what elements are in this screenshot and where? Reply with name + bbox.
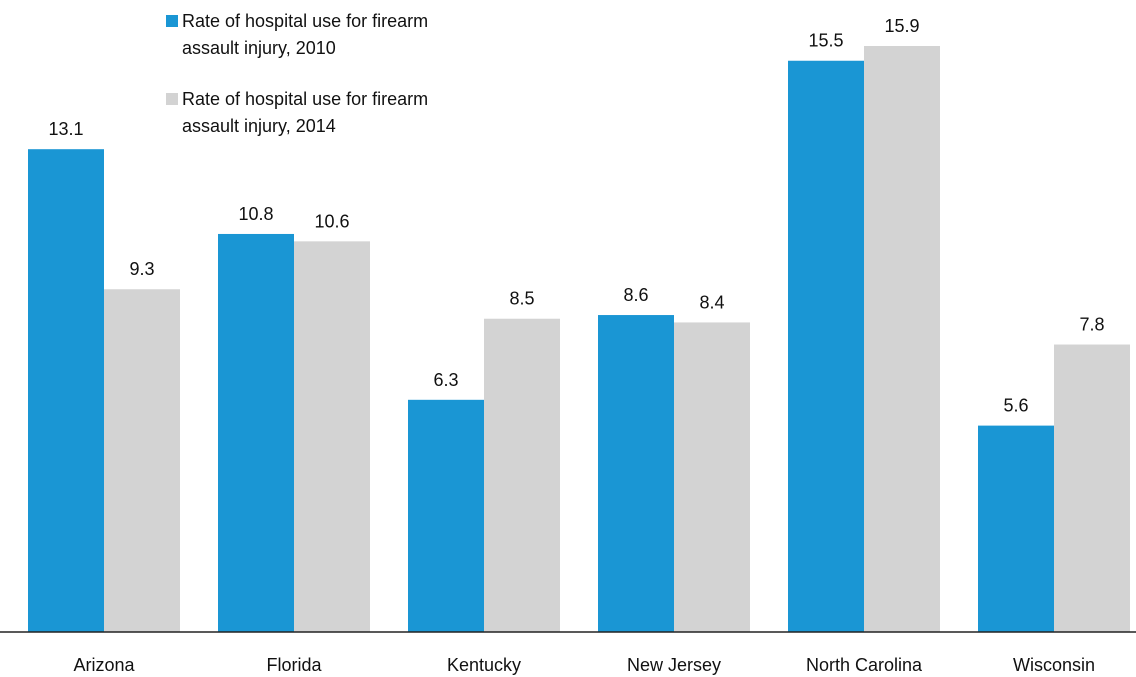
bar [294, 241, 370, 633]
x-tick-label: New Jersey [627, 655, 721, 675]
bar [218, 233, 294, 632]
x-tick-label: Arizona [73, 655, 135, 675]
data-label: 5.6 [1003, 396, 1028, 416]
data-label: 15.9 [884, 16, 919, 36]
data-label: 10.8 [238, 204, 273, 224]
data-label: 8.5 [509, 289, 534, 309]
bar [1054, 344, 1130, 632]
bar [598, 315, 674, 632]
bar [104, 289, 180, 632]
legend-label: Rate of hospital use for firearm assault… [182, 89, 429, 136]
bar [978, 425, 1054, 632]
bar [408, 399, 484, 632]
bar [788, 60, 864, 633]
data-label: 10.6 [314, 211, 349, 231]
bar [864, 46, 940, 632]
data-label: 9.3 [129, 259, 154, 279]
legend-label: Rate of hospital use for firearm assault… [182, 11, 429, 58]
x-tick-label: Wisconsin [1013, 655, 1095, 675]
data-label: 15.5 [808, 31, 843, 51]
x-tick-label: North Carolina [806, 655, 923, 675]
bar [484, 318, 560, 632]
bar [28, 149, 104, 633]
x-tick-label: Kentucky [447, 655, 521, 675]
data-label: 7.8 [1079, 315, 1104, 335]
data-label: 8.6 [623, 285, 648, 305]
legend-swatch [166, 93, 178, 105]
legend-swatch [166, 15, 178, 27]
x-tick-label: Florida [266, 655, 322, 675]
data-label: 8.4 [699, 292, 724, 312]
data-label: 13.1 [48, 119, 83, 139]
data-label: 6.3 [433, 370, 458, 390]
bar [674, 322, 750, 632]
